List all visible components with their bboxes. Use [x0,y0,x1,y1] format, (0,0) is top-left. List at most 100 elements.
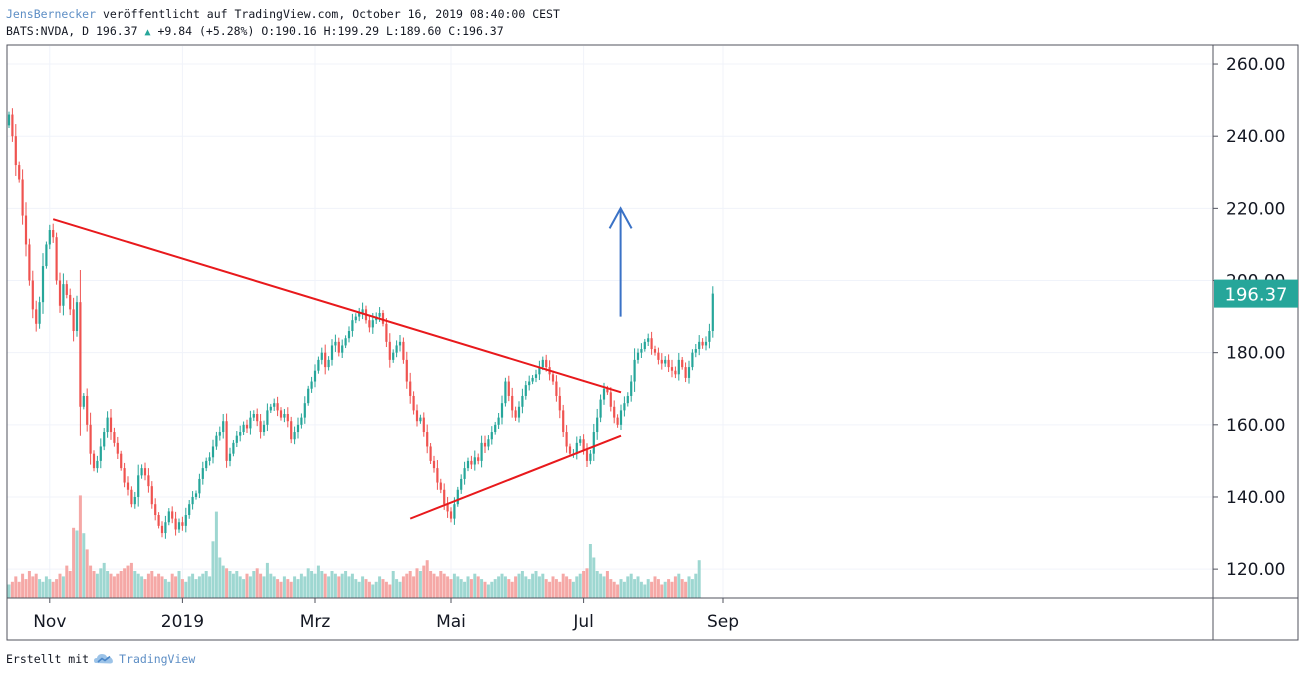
candle-body [228,453,232,461]
candle-body [483,442,487,447]
volume-bar [72,527,76,598]
tradingview-logo-icon [94,654,114,664]
volume-bar [133,571,137,598]
volume-bar [439,571,443,598]
candle-body [470,460,473,465]
volume-bar [466,576,470,598]
volume-bar [609,579,613,598]
candle-body [330,345,334,360]
volume-bar [490,581,494,598]
volume-bar [476,576,480,598]
volume-bar [660,584,664,598]
candle-body [684,367,687,378]
candle-body [143,468,147,476]
volume-bar [687,576,691,598]
volume-bar [197,576,201,598]
volume-bar [480,579,484,598]
publish-info: veröffentlicht auf TradingView.com, Octo… [96,7,560,21]
candle-body [388,341,391,360]
volume-bar [109,573,113,598]
candle-body [106,417,109,433]
candle-body [293,432,296,440]
candle-body [194,493,198,497]
volume-bar [554,579,558,598]
volume-bar [565,576,569,598]
candle-body [392,352,395,360]
volume-bar [653,576,657,598]
volume-bar [51,581,55,598]
candle-body [286,414,289,422]
candle-body [45,244,48,267]
candle-body [303,403,306,418]
volume-bar [214,511,218,598]
candle-body [701,341,704,346]
volume-bar [218,557,222,598]
volume-bar [578,573,582,598]
candle-body [167,511,170,523]
volume-bar [667,579,671,598]
volume-bar [588,544,592,598]
x-tick-label: Sep [707,612,739,632]
candle-body [164,522,167,534]
volume-bar [126,565,130,598]
volume-bar [378,576,382,598]
volume-bar [650,581,654,598]
candle-body [650,338,653,350]
up-triangle-icon: ▲ [144,27,151,38]
candle-body [524,385,527,396]
candle-body [160,525,164,534]
volume-bar [85,549,89,598]
candle-body [528,381,531,386]
volume-bar [248,576,252,598]
candle-body [14,136,17,166]
candle-body [630,381,633,396]
volume-bar [622,581,626,598]
volume-bar [534,571,538,598]
candle-body [514,410,517,418]
volume-bar [180,579,184,598]
chart-header: JensBernecker veröffentlicht auf Trading… [6,6,560,41]
tradingview-link[interactable]: TradingView [119,652,196,666]
candle-body [640,349,643,353]
candle-body [249,417,252,429]
candle-body [500,403,504,418]
volume-bar [639,581,643,598]
candle-body [347,331,351,339]
candle-body [585,450,589,461]
candle-body [466,460,470,469]
candle-body [657,352,660,360]
author-link[interactable]: JensBernecker [6,7,97,21]
volume-bar [146,573,150,598]
volume-bar [289,581,293,598]
candle-body [531,377,534,382]
candle-body [490,432,493,440]
volume-bar [269,573,273,598]
candle-body [562,410,565,433]
candle-body [511,395,514,411]
candle-body [599,399,602,418]
candle-body [415,410,419,422]
volume-bar [174,576,178,598]
volume-bar [561,573,565,598]
volume-bar [333,573,337,598]
candle-body [545,359,548,368]
candle-body [327,359,330,368]
candle-body [18,165,21,180]
candle-body [708,331,711,342]
candle-body [262,424,266,433]
drawings [52,206,633,520]
volume-bar [21,573,25,598]
volume-bar [65,565,69,598]
candle-body [116,442,119,454]
candle-body [35,309,38,324]
volume-bar [279,581,283,598]
candle-body [184,515,187,526]
volume-bar [265,562,269,598]
candle-body [86,395,89,425]
volume-bar [255,568,259,598]
volume-bar [228,571,232,598]
volume-bar [500,573,504,598]
candle-body [460,478,463,490]
candle-body [55,237,58,281]
